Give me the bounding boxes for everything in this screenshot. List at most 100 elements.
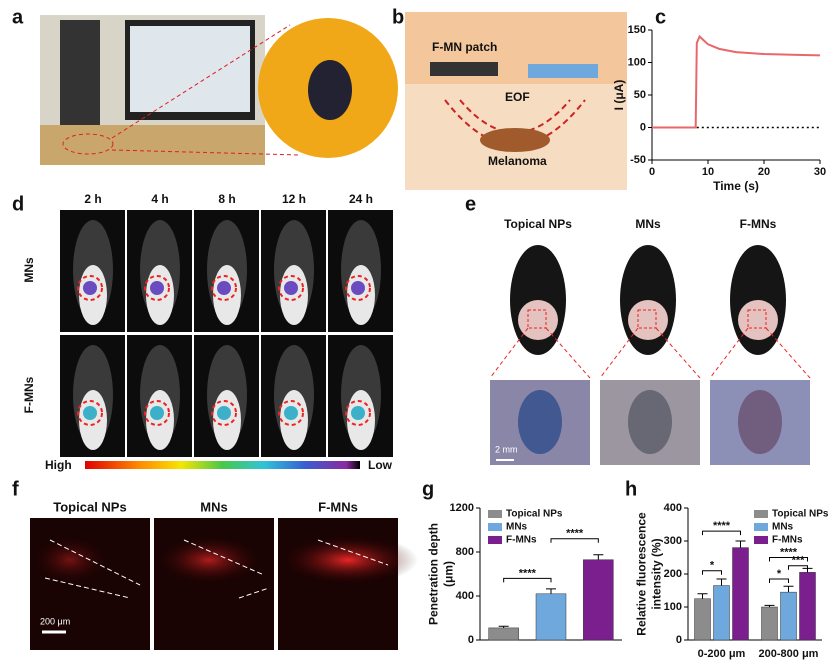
patch-negative xyxy=(430,62,498,76)
sig-bracket xyxy=(769,578,789,583)
sig-label: *** xyxy=(792,555,806,567)
y-tick-label: 400 xyxy=(456,590,474,602)
scale-label: 200 μm xyxy=(40,616,70,626)
zoom-line xyxy=(111,149,301,156)
y-axis-label: I (μA) xyxy=(612,80,626,111)
bar xyxy=(799,572,816,641)
fluorescence xyxy=(154,535,264,585)
panel-letter: h xyxy=(625,478,637,500)
signal xyxy=(217,281,231,295)
sig-bracket xyxy=(550,538,599,543)
mouse-belly xyxy=(280,390,308,450)
sig-bracket xyxy=(702,530,741,536)
desk xyxy=(40,125,265,165)
y-tick-label: 1200 xyxy=(450,502,474,514)
legend-swatch xyxy=(754,510,768,518)
x-axis-label: Time (s) xyxy=(713,179,759,193)
zoom-line xyxy=(489,327,529,379)
panel-letter: f xyxy=(12,478,19,500)
roi xyxy=(77,275,103,301)
panel-letter: d xyxy=(12,193,24,215)
schematic-label: EOF xyxy=(505,90,530,104)
zoom-line xyxy=(765,327,811,379)
bar xyxy=(713,585,730,641)
roi xyxy=(211,275,237,301)
roi xyxy=(345,275,371,301)
bar xyxy=(488,627,519,641)
signal xyxy=(284,406,298,420)
sig-bracket xyxy=(702,570,722,575)
row-label: F-MNs xyxy=(22,376,36,413)
mouse-belly xyxy=(146,265,174,325)
sig-label: * xyxy=(710,560,715,572)
x-tick-label: 30 xyxy=(814,166,826,178)
y-tick-label: 100 xyxy=(664,601,682,613)
roi xyxy=(144,275,170,301)
sig-label: **** xyxy=(519,567,537,579)
legend-label: F-MNs xyxy=(772,535,803,546)
flow-line xyxy=(444,99,586,146)
y-tick-label: -50 xyxy=(630,154,646,166)
zoom-line xyxy=(545,327,591,379)
y-tick-label: 0 xyxy=(676,634,682,646)
stain xyxy=(628,390,672,454)
error-bar xyxy=(593,554,604,560)
signal xyxy=(83,281,97,295)
group-label: F-MNs xyxy=(318,499,358,514)
colorbar-label: High xyxy=(45,458,72,472)
mouse-belly xyxy=(280,265,308,325)
bar xyxy=(583,559,614,641)
bar xyxy=(780,591,797,641)
screen xyxy=(130,26,250,112)
roi xyxy=(747,309,767,329)
legend-label: F-MNs xyxy=(506,535,537,546)
legend-label: Topical NPs xyxy=(506,509,563,520)
schematic-label: Melanoma xyxy=(488,154,547,168)
signal xyxy=(150,406,164,420)
legend-swatch xyxy=(754,523,768,531)
group-label: Topical NPs xyxy=(53,499,126,514)
bar xyxy=(694,598,711,641)
group-label: F-MNs xyxy=(740,217,777,231)
sig-bracket xyxy=(769,557,808,562)
legend-swatch xyxy=(488,510,502,518)
x-tick-label: 200-800 μm xyxy=(759,648,819,660)
y-tick-label: 300 xyxy=(664,535,682,547)
zoom-line xyxy=(111,24,291,139)
mouse-belly xyxy=(213,265,241,325)
signal xyxy=(351,406,365,420)
sig-bracket xyxy=(788,565,808,570)
error-bar xyxy=(697,593,708,599)
panel-letter: c xyxy=(655,6,666,28)
boundary xyxy=(183,539,265,576)
y-axis-label: intensity (%) xyxy=(650,538,664,609)
section-image xyxy=(30,518,150,650)
y-tick-label: 800 xyxy=(456,546,474,558)
group-label: Topical NPs xyxy=(504,217,572,231)
signal xyxy=(150,281,164,295)
group-label: MNs xyxy=(635,217,661,231)
zoom-line xyxy=(599,327,639,379)
time-label: 4 h xyxy=(151,192,168,206)
y-tick-label: 50 xyxy=(634,89,646,101)
highlight xyxy=(62,133,114,155)
sig-label: **** xyxy=(780,546,798,558)
x-tick-label: 0 xyxy=(649,166,655,178)
legend-label: MNs xyxy=(772,522,794,533)
time-label: 24 h xyxy=(349,192,373,206)
roi xyxy=(77,400,103,426)
signal xyxy=(284,281,298,295)
y-tick-label: 100 xyxy=(628,56,646,68)
zoom-line xyxy=(655,327,701,379)
boundary xyxy=(49,539,141,586)
error-bar xyxy=(783,585,794,593)
mouse-belly xyxy=(347,265,375,325)
tumor xyxy=(480,128,550,152)
roi xyxy=(345,400,371,426)
colorbar-label: Low xyxy=(368,458,393,472)
bar xyxy=(732,547,749,641)
line xyxy=(652,34,821,129)
sig-label: **** xyxy=(713,520,731,532)
x-tick-label: 20 xyxy=(758,166,770,178)
